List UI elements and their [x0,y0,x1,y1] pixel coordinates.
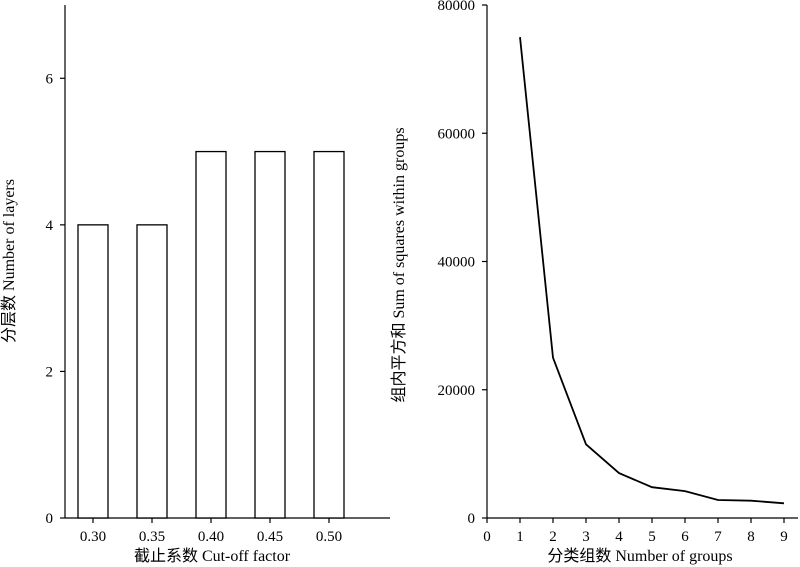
line-x-tick-label: 2 [549,529,557,545]
bar-chart: 0 2 4 6 0.30 0.35 0.40 0.45 0.50 截止系数 Cut-off f… [0,5,390,565]
line-x-tick-label: 7 [714,529,722,545]
line-x-tick-label: 1 [516,529,524,545]
line-x-tick-label: 6 [681,529,689,545]
line-x-axis-title: 分类组数 Number of groups [547,547,732,565]
bar [254,150,286,519]
bar-y-axis-title: 分层数 Number of layers [0,179,18,343]
line-series [519,37,785,505]
line-y-tick-label: 0 [468,511,476,527]
bar-x-tick-label: 0.40 [198,529,224,545]
line-x-tick-label: 8 [747,529,755,545]
bar-y-tick-label: 6 [46,71,54,87]
bar-y-tick-label: 2 [46,364,54,380]
bar-x-axis-title: 截止系数 Cut-off factor [134,547,291,565]
line-y-tick-label: 40000 [438,255,476,271]
bar [136,224,168,519]
line-y-tick-label: 80000 [438,0,476,14]
bar [195,150,227,519]
bar-marks [77,150,345,519]
bar-x-tick-label: 0.50 [316,529,342,545]
line-x-tick-label: 0 [483,529,491,545]
line-y-tick-label: 60000 [438,126,476,142]
bar-y-tick-label: 0 [46,511,54,527]
line-y-axis-title: 组内平方和 Sum of squares within groups [390,127,408,402]
bar-x-tick-label: 0.30 [80,529,106,545]
line-x-tick-label: 9 [780,529,788,545]
bar-x-tick-label: 0.35 [139,529,165,545]
line-x-tick-label: 4 [615,529,623,545]
bar [77,224,109,519]
line-x-ticks: 0 1 2 3 4 5 6 7 8 9 [483,518,788,545]
bar-y-tick-label: 4 [46,218,54,234]
line-x-tick-label: 3 [582,529,590,545]
line-chart: 0 20000 40000 60000 80000 0 1 2 3 4 5 6 7 8 9 分类组数 Nu… [390,0,798,565]
line-y-tick-label: 20000 [438,383,476,399]
bar [313,150,345,519]
line-y-ticks: 0 20000 40000 60000 80000 [438,0,487,527]
bar-x-tick-label: 0.45 [257,529,283,545]
bar-y-ticks: 0 2 4 6 [46,71,65,527]
bar-x-ticks: 0.30 0.35 0.40 0.45 0.50 [80,518,342,545]
line-x-tick-label: 5 [648,529,656,545]
